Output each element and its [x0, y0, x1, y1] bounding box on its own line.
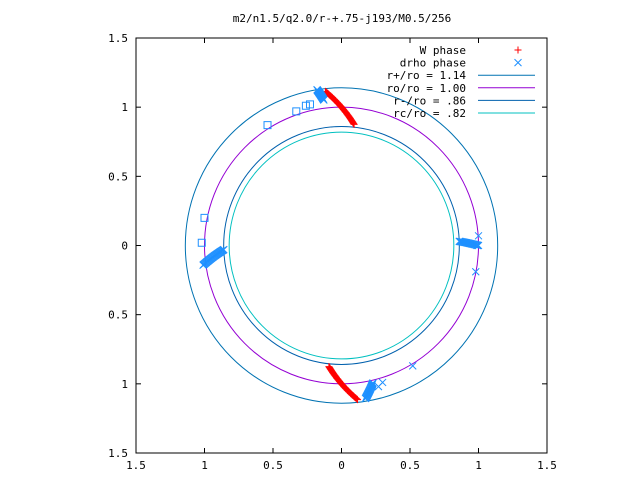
- chart-title: m2/n1.5/q2.0/r-+.75-j193/M0.5/256: [233, 12, 452, 25]
- point-s1-p11: [408, 361, 417, 370]
- point-s1-c2-21: [474, 241, 483, 250]
- point-s1-p5: [197, 238, 206, 247]
- point-s0-c0-44: [350, 120, 358, 128]
- y-tick-label-0: 1.5: [108, 447, 128, 460]
- circle-2: [223, 126, 460, 365]
- x-tick-label-0: 1.5: [126, 459, 146, 472]
- x-tick-label-5: 1: [475, 459, 482, 472]
- point-s1-p10: [378, 378, 387, 387]
- point-s0-c1-42: [352, 394, 360, 402]
- x-tick-label-2: 0.5: [263, 459, 283, 472]
- legend-label-5: rc/ro = .82: [393, 107, 466, 120]
- x-tick-label-1: 1: [201, 459, 208, 472]
- point-s1-c3-21: [369, 379, 377, 387]
- point-s1-p0: [305, 100, 314, 109]
- data-points: [197, 85, 483, 404]
- point-s1-p1: [301, 101, 310, 110]
- point-s0-c1-43: [353, 395, 361, 403]
- legend-label-1: drho phase: [400, 57, 466, 70]
- y-tick-label-6: 1.5: [108, 32, 128, 45]
- legend-label-3: ro/ro = 1.00: [387, 82, 466, 95]
- circle-3: [228, 131, 455, 360]
- point-s0-c1-44: [354, 396, 362, 404]
- y-tick-label-3: 0: [121, 240, 128, 253]
- legend-swatch-0: [514, 46, 522, 54]
- y-tick-label-5: 1: [121, 101, 128, 114]
- point-s1-p7: [473, 241, 481, 250]
- point-s1-p6: [474, 231, 483, 240]
- point-s1-p8: [471, 267, 480, 276]
- legend-label-4: r-/ro = .86: [393, 94, 466, 107]
- point-s0-c0-42: [349, 119, 357, 127]
- point-s1-p2: [292, 107, 301, 116]
- point-s1-c1-29: [219, 245, 228, 254]
- circle-0: [184, 87, 499, 404]
- legend-label-0: W phase: [420, 44, 466, 57]
- x-tick-label-4: 0.5: [400, 459, 420, 472]
- reference-circles: [184, 87, 499, 404]
- y-tick-label-1: 1: [121, 378, 128, 391]
- axis-ticks: 1.5 1 0.5 0 0.5 1 1.51.510.500.511.5: [108, 32, 557, 472]
- point-s1-p3: [263, 121, 272, 130]
- legend-label-2: r+/ro = 1.14: [387, 69, 467, 82]
- y-tick-label-4: 0.5: [108, 170, 128, 183]
- x-tick-label-3: 0: [338, 459, 345, 472]
- point-s1-p4: [200, 213, 209, 222]
- y-tick-label-2: 0.5: [108, 309, 128, 322]
- circle-1: [204, 106, 479, 385]
- x-tick-label-6: 1.5: [537, 459, 557, 472]
- point-s1-c0-17: [313, 85, 321, 94]
- legend-swatch-1: [514, 58, 522, 67]
